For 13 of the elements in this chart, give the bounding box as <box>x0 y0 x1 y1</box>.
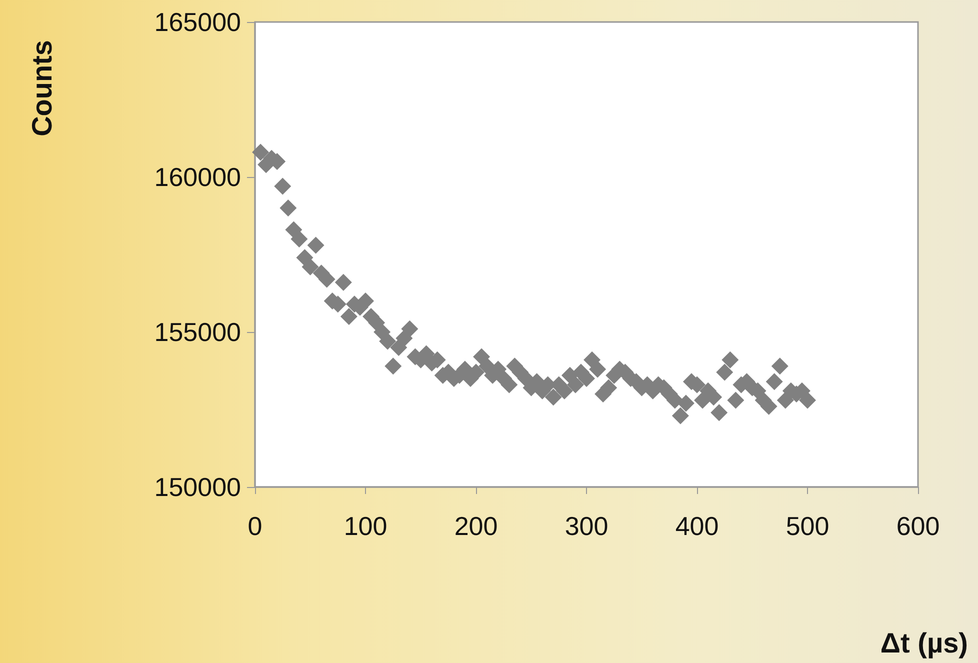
x-tick-label: 0 <box>248 511 262 541</box>
x-axis-title: Δt (µs) <box>880 628 968 658</box>
x-tick-label: 500 <box>786 511 830 541</box>
x-tick-label: 600 <box>896 511 940 541</box>
x-tick-label: 300 <box>564 511 608 541</box>
y-tick-label: 165000 <box>154 7 241 37</box>
y-axis-title: Counts <box>26 40 58 136</box>
x-tick-label: 400 <box>675 511 719 541</box>
x-tick-label: 200 <box>454 511 498 541</box>
y-tick-label: 150000 <box>154 472 241 502</box>
x-tick-label: 100 <box>344 511 388 541</box>
y-tick-label: 155000 <box>154 317 241 347</box>
y-tick-label: 160000 <box>154 162 241 192</box>
